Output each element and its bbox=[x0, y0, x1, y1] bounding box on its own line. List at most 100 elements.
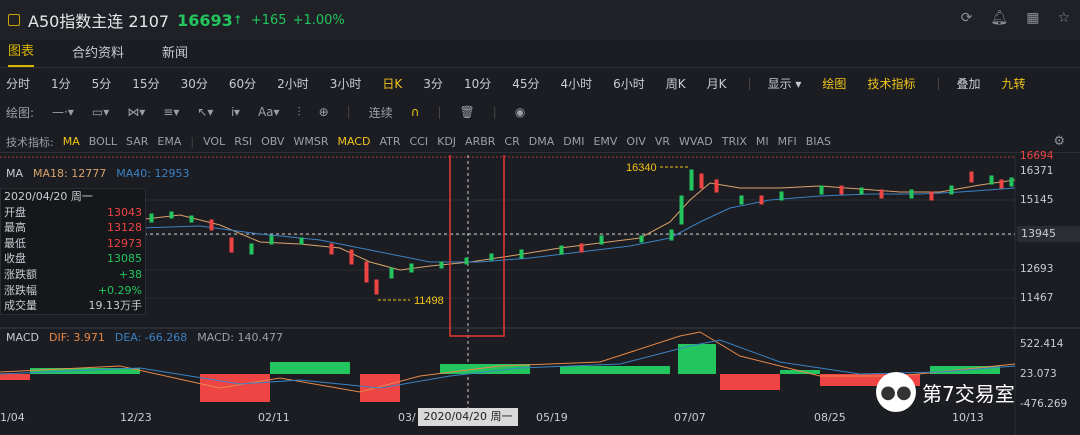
indicator-oiv[interactable]: OIV bbox=[626, 135, 646, 148]
bar-tool-icon[interactable]: ⫶ bbox=[297, 104, 301, 119]
period-60m[interactable]: 60分 bbox=[228, 76, 257, 91]
period-daily[interactable]: 日K bbox=[382, 76, 403, 91]
period-30m[interactable]: 30分 bbox=[180, 76, 208, 91]
rect-tool-icon[interactable]: ▭▾ bbox=[91, 105, 110, 119]
indicator-vol[interactable]: VOL bbox=[203, 135, 226, 148]
period-weekly[interactable]: 周K bbox=[665, 76, 686, 91]
indicator-trix[interactable]: TRIX bbox=[721, 135, 747, 148]
indicator-dmi[interactable]: DMI bbox=[563, 135, 585, 148]
channel-tool-icon[interactable]: ⋈▾ bbox=[127, 105, 146, 119]
indicator-macd[interactable]: MACD bbox=[337, 135, 371, 148]
y-axis-label: 16694 bbox=[1020, 150, 1054, 162]
refresh-icon[interactable]: ⟳ bbox=[960, 10, 973, 26]
indicator-rsi[interactable]: RSI bbox=[234, 135, 253, 148]
up-arrow-icon: ↑ bbox=[232, 13, 243, 27]
fib-tool-icon[interactable]: ≡▾ bbox=[163, 105, 180, 119]
draw-toggle[interactable]: 绘图 bbox=[822, 76, 847, 91]
period-15m[interactable]: 15分 bbox=[132, 76, 160, 91]
indicator-emv[interactable]: EMV bbox=[593, 135, 618, 148]
y-axis-label: 12693 bbox=[1020, 263, 1054, 275]
info-row-change-pct: 涨跌幅 +0.29% bbox=[4, 283, 142, 297]
indicator-boll[interactable]: BOLL bbox=[88, 135, 118, 148]
arrow-tool-icon[interactable]: ↖▾ bbox=[197, 105, 214, 119]
divider: | bbox=[936, 76, 941, 90]
period-2h[interactable]: 2小时 bbox=[277, 76, 309, 91]
info-row-open: 开盘 13043 bbox=[4, 205, 142, 219]
info-date: 2020/04/20 周一 bbox=[4, 190, 93, 203]
indicator-atr[interactable]: ATR bbox=[379, 135, 401, 148]
macd-axis-label: -476.269 bbox=[1020, 398, 1068, 410]
ma40-value: MA40: 12953 bbox=[116, 167, 190, 180]
low-annotation: 11498 bbox=[414, 295, 444, 307]
info-row-low: 最低 12973 bbox=[4, 236, 142, 250]
period-timeshare[interactable]: 分时 bbox=[6, 76, 31, 91]
macd-value: MACD: 140.477 bbox=[197, 331, 283, 344]
price-change: +165 bbox=[250, 12, 287, 28]
high-annotation: 16340 bbox=[626, 162, 657, 174]
tab-contract-info[interactable]: 合约资料 bbox=[72, 46, 125, 61]
period-4h[interactable]: 4小时 bbox=[560, 76, 593, 91]
ma-legend-name: MA bbox=[6, 167, 24, 180]
zoom-icon[interactable]: ⊕ bbox=[318, 105, 329, 119]
indicator-bias[interactable]: BIAS bbox=[805, 135, 832, 148]
drawing-toolbar: 绘图: —·▾ ▭▾ ⋈▾ ≡▾ ↖▾ Ꭵ▾ Aa▾ ⫶ ⊕ | 连续 ∩ | … bbox=[0, 99, 1080, 125]
eye-icon[interactable]: ◉ bbox=[514, 105, 526, 119]
watermark-text: 第7交易室 bbox=[922, 381, 1015, 406]
overlay-button[interactable]: 叠加 bbox=[956, 76, 981, 91]
period-monthly[interactable]: 月K bbox=[706, 76, 727, 91]
y-axis-label: 15145 bbox=[1020, 194, 1054, 206]
info-row-change: 涨跌额 +38 bbox=[4, 267, 142, 281]
bell-icon[interactable]: 🔔︎ bbox=[990, 10, 1009, 26]
trash-icon[interactable]: 🗑︎ bbox=[459, 105, 475, 119]
indicator-ma[interactable]: MA bbox=[62, 135, 80, 148]
app-logo-icon bbox=[8, 14, 20, 26]
period-toolbar: 分时 1分 5分 15分 30分 60分 2小时 3小时 日K 3分 10分 4… bbox=[0, 70, 1080, 96]
font-tool-icon[interactable]: Aa▾ bbox=[257, 105, 280, 119]
ma18-value: MA18: 12777 bbox=[33, 167, 107, 180]
indicator-wvad[interactable]: WVAD bbox=[679, 135, 713, 148]
divider: | bbox=[437, 105, 442, 119]
dea-value: DEA: -66.268 bbox=[114, 331, 188, 344]
period-5m[interactable]: 5分 bbox=[91, 76, 112, 91]
indicator-label: 技术指标: bbox=[6, 135, 54, 149]
price-chart[interactable]: 16340 11498 bbox=[0, 155, 1080, 435]
indicator-obv[interactable]: OBV bbox=[261, 135, 285, 148]
continuous-toggle[interactable]: 连续 bbox=[368, 105, 393, 120]
indicator-mfi[interactable]: MFI bbox=[777, 135, 797, 148]
x-axis-label: 12/23 bbox=[120, 411, 152, 424]
arbr-highlight-box bbox=[449, 155, 505, 337]
indicator-cr[interactable]: CR bbox=[504, 135, 520, 148]
y-axis-label: 16371 bbox=[1020, 165, 1054, 177]
price-change-pct: +1.00% bbox=[292, 12, 345, 28]
period-45m[interactable]: 45分 bbox=[512, 76, 540, 91]
indicator-mi[interactable]: MI bbox=[755, 135, 769, 148]
dif-value: DIF: 3.971 bbox=[48, 331, 105, 344]
period-1m[interactable]: 1分 bbox=[51, 76, 71, 91]
period-6h[interactable]: 6小时 bbox=[613, 76, 645, 91]
indicator-arbr[interactable]: ARBR bbox=[465, 135, 496, 148]
indicator-sar[interactable]: SAR bbox=[126, 135, 149, 148]
tab-chart[interactable]: 图表 bbox=[8, 40, 35, 67]
period-10m[interactable]: 10分 bbox=[463, 76, 492, 91]
indicator-vr[interactable]: VR bbox=[654, 135, 671, 148]
wechat-icon: ●● bbox=[876, 372, 916, 412]
tech-indicator-toggle[interactable]: 技术指标 bbox=[867, 76, 916, 91]
grid-icon[interactable]: ▦ bbox=[1026, 10, 1040, 26]
settings-gear-icon[interactable]: ⚙ bbox=[1053, 134, 1065, 149]
display-dropdown[interactable]: 显示 ▾ bbox=[767, 76, 802, 91]
magnet-icon[interactable]: ∩ bbox=[410, 105, 420, 119]
period-3m[interactable]: 3分 bbox=[423, 76, 443, 91]
period-3h[interactable]: 3小时 bbox=[329, 76, 362, 91]
star-icon[interactable]: ☆ bbox=[1057, 10, 1070, 26]
indicator-kdj[interactable]: KDJ bbox=[437, 135, 457, 148]
info-row-volume: 成交量 19.13万手 bbox=[4, 299, 142, 313]
indicator-dma[interactable]: DMA bbox=[528, 135, 555, 148]
indicator-cci[interactable]: CCI bbox=[409, 135, 429, 148]
line-tool-icon[interactable]: —·▾ bbox=[52, 105, 74, 119]
indicator-ema[interactable]: EMA bbox=[157, 135, 182, 148]
text-tool-icon[interactable]: Ꭵ▾ bbox=[231, 104, 240, 119]
nine-turn-button[interactable]: 九转 bbox=[1001, 76, 1026, 91]
indicator-wmsr[interactable]: WMSR bbox=[293, 135, 329, 148]
tab-news[interactable]: 新闻 bbox=[162, 46, 189, 61]
x-axis-label: 08/25 bbox=[814, 411, 846, 424]
